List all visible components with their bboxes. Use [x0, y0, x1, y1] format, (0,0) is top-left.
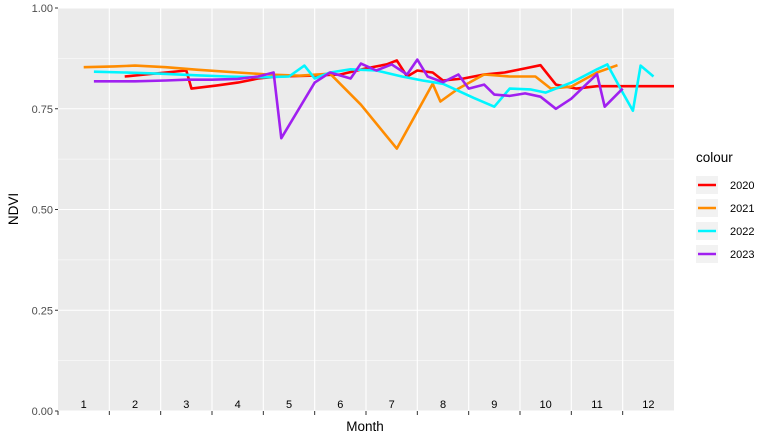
- y-axis-title: NDVI: [6, 193, 21, 225]
- month-label: 8: [440, 399, 446, 411]
- series-line-2022: [93, 63, 655, 113]
- month-label: 12: [642, 399, 654, 411]
- series-line-2021: [83, 63, 618, 150]
- legend: colour 2020 2021 2022 2023: [696, 150, 754, 263]
- legend-label-2020: 2020: [730, 180, 754, 192]
- legend-label-2022: 2022: [730, 226, 754, 238]
- month-label: 7: [389, 399, 395, 411]
- month-label: 1: [81, 399, 87, 411]
- legend-title: colour: [696, 150, 733, 165]
- month-label: 10: [540, 399, 552, 411]
- axes: 0.000.250.500.751.001 2 3 4 5 6 7 8 9 10 11 12: [32, 3, 655, 418]
- plot-panel: [58, 7, 674, 412]
- series-lines: [83, 58, 674, 150]
- y-tick-label: 0.50: [32, 205, 53, 217]
- y-tick-label: 0.00: [32, 406, 53, 418]
- month-label: 6: [337, 399, 343, 411]
- y-tick-label: 0.25: [32, 305, 53, 317]
- month-label: 4: [235, 399, 241, 411]
- legend-label-2023: 2023: [730, 249, 754, 261]
- y-tick-label: 0.75: [32, 104, 53, 116]
- month-label: 11: [591, 399, 602, 411]
- legend-label-2021: 2021: [730, 203, 754, 215]
- x-axis-title: Month: [346, 419, 384, 434]
- month-label: 5: [286, 399, 292, 411]
- series-line-2023: [93, 58, 624, 140]
- month-label: 9: [491, 399, 497, 411]
- month-label: 3: [183, 399, 189, 411]
- y-tick-label: 1.00: [32, 3, 53, 15]
- month-label: 2: [132, 399, 138, 411]
